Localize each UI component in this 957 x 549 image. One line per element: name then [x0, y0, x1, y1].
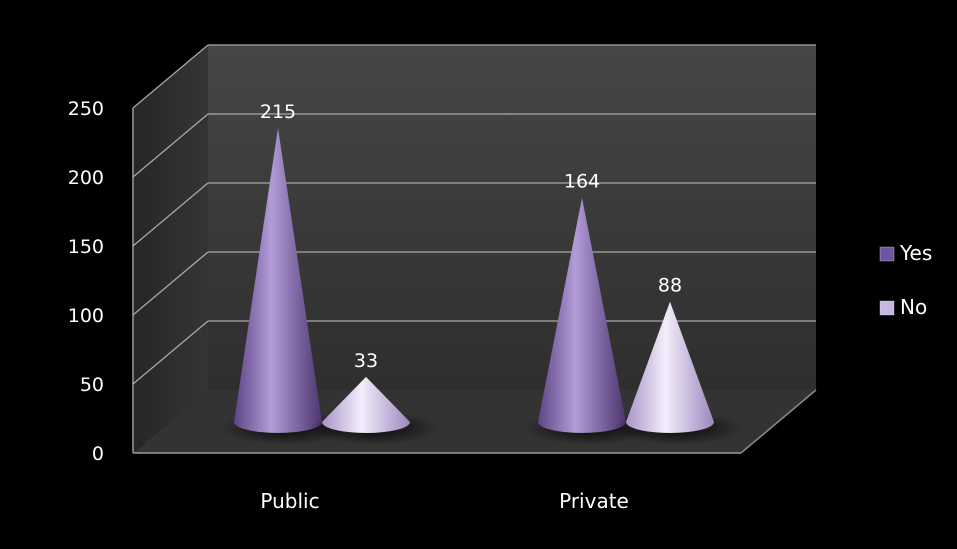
gridline-side — [132, 113, 209, 178]
cone-body — [234, 128, 322, 433]
y-tick-label: 50 — [80, 374, 104, 396]
y-tick-label: 100 — [68, 305, 104, 327]
cone-no-private — [612, 301, 744, 445]
category-labels: Public Private — [260, 489, 628, 513]
gridline-side — [132, 182, 209, 247]
y-tick-label: 250 — [68, 98, 104, 120]
legend-label: Yes — [899, 241, 932, 265]
data-labels: 215 33 164 88 — [260, 101, 682, 372]
gridline-side — [132, 44, 209, 109]
legend-label: No — [900, 295, 927, 319]
y-tick-label: 0 — [92, 443, 104, 465]
legend: Yes No — [879, 241, 932, 319]
data-label: 215 — [260, 101, 296, 123]
cone-body — [538, 197, 626, 433]
cone-body — [626, 301, 714, 433]
legend-swatch — [879, 300, 895, 316]
legend-swatch — [879, 246, 895, 262]
y-tick-label: 150 — [68, 236, 104, 258]
floor-edge — [740, 389, 817, 454]
gridline-side — [132, 251, 209, 316]
back-wall — [208, 45, 816, 390]
category-label: Public — [260, 489, 319, 513]
gridline-side — [132, 320, 209, 385]
cones — [220, 128, 744, 445]
cone-no-public — [308, 376, 440, 445]
category-label: Private — [559, 489, 629, 513]
data-label: 33 — [354, 350, 378, 372]
y-axis-ticks: 0 50 100 150 200 250 — [68, 98, 104, 465]
side-wall — [133, 45, 208, 453]
y-tick-label: 200 — [68, 167, 104, 189]
plot-walls — [132, 45, 817, 454]
cone-body — [322, 376, 410, 433]
data-label: 88 — [658, 275, 682, 297]
data-label: 164 — [564, 171, 600, 193]
gridlines — [132, 44, 816, 385]
